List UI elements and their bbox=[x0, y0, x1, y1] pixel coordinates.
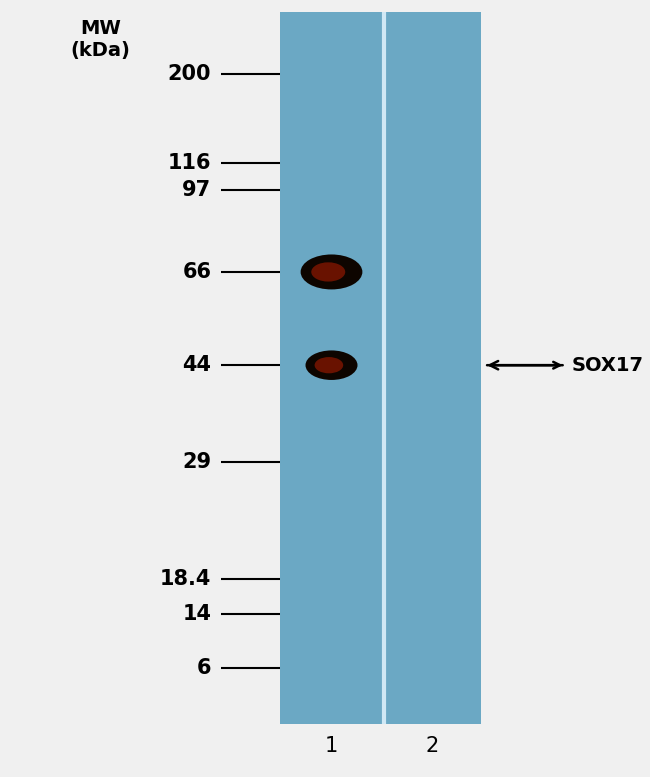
Text: 200: 200 bbox=[168, 64, 211, 84]
Text: 2: 2 bbox=[426, 736, 439, 756]
Text: MW
(kDa): MW (kDa) bbox=[71, 19, 131, 61]
Text: SOX17: SOX17 bbox=[572, 356, 644, 375]
Text: 44: 44 bbox=[182, 355, 211, 375]
Text: 1: 1 bbox=[325, 736, 338, 756]
Ellipse shape bbox=[315, 357, 343, 373]
Text: 18.4: 18.4 bbox=[160, 569, 211, 589]
Bar bbox=[280, 12, 481, 724]
Ellipse shape bbox=[311, 263, 345, 281]
Ellipse shape bbox=[300, 255, 363, 290]
Text: 29: 29 bbox=[182, 452, 211, 472]
Ellipse shape bbox=[306, 350, 358, 380]
Text: 14: 14 bbox=[182, 604, 211, 624]
Text: 6: 6 bbox=[197, 658, 211, 678]
Text: 97: 97 bbox=[182, 180, 211, 200]
Text: 66: 66 bbox=[182, 262, 211, 282]
Text: 116: 116 bbox=[168, 153, 211, 173]
